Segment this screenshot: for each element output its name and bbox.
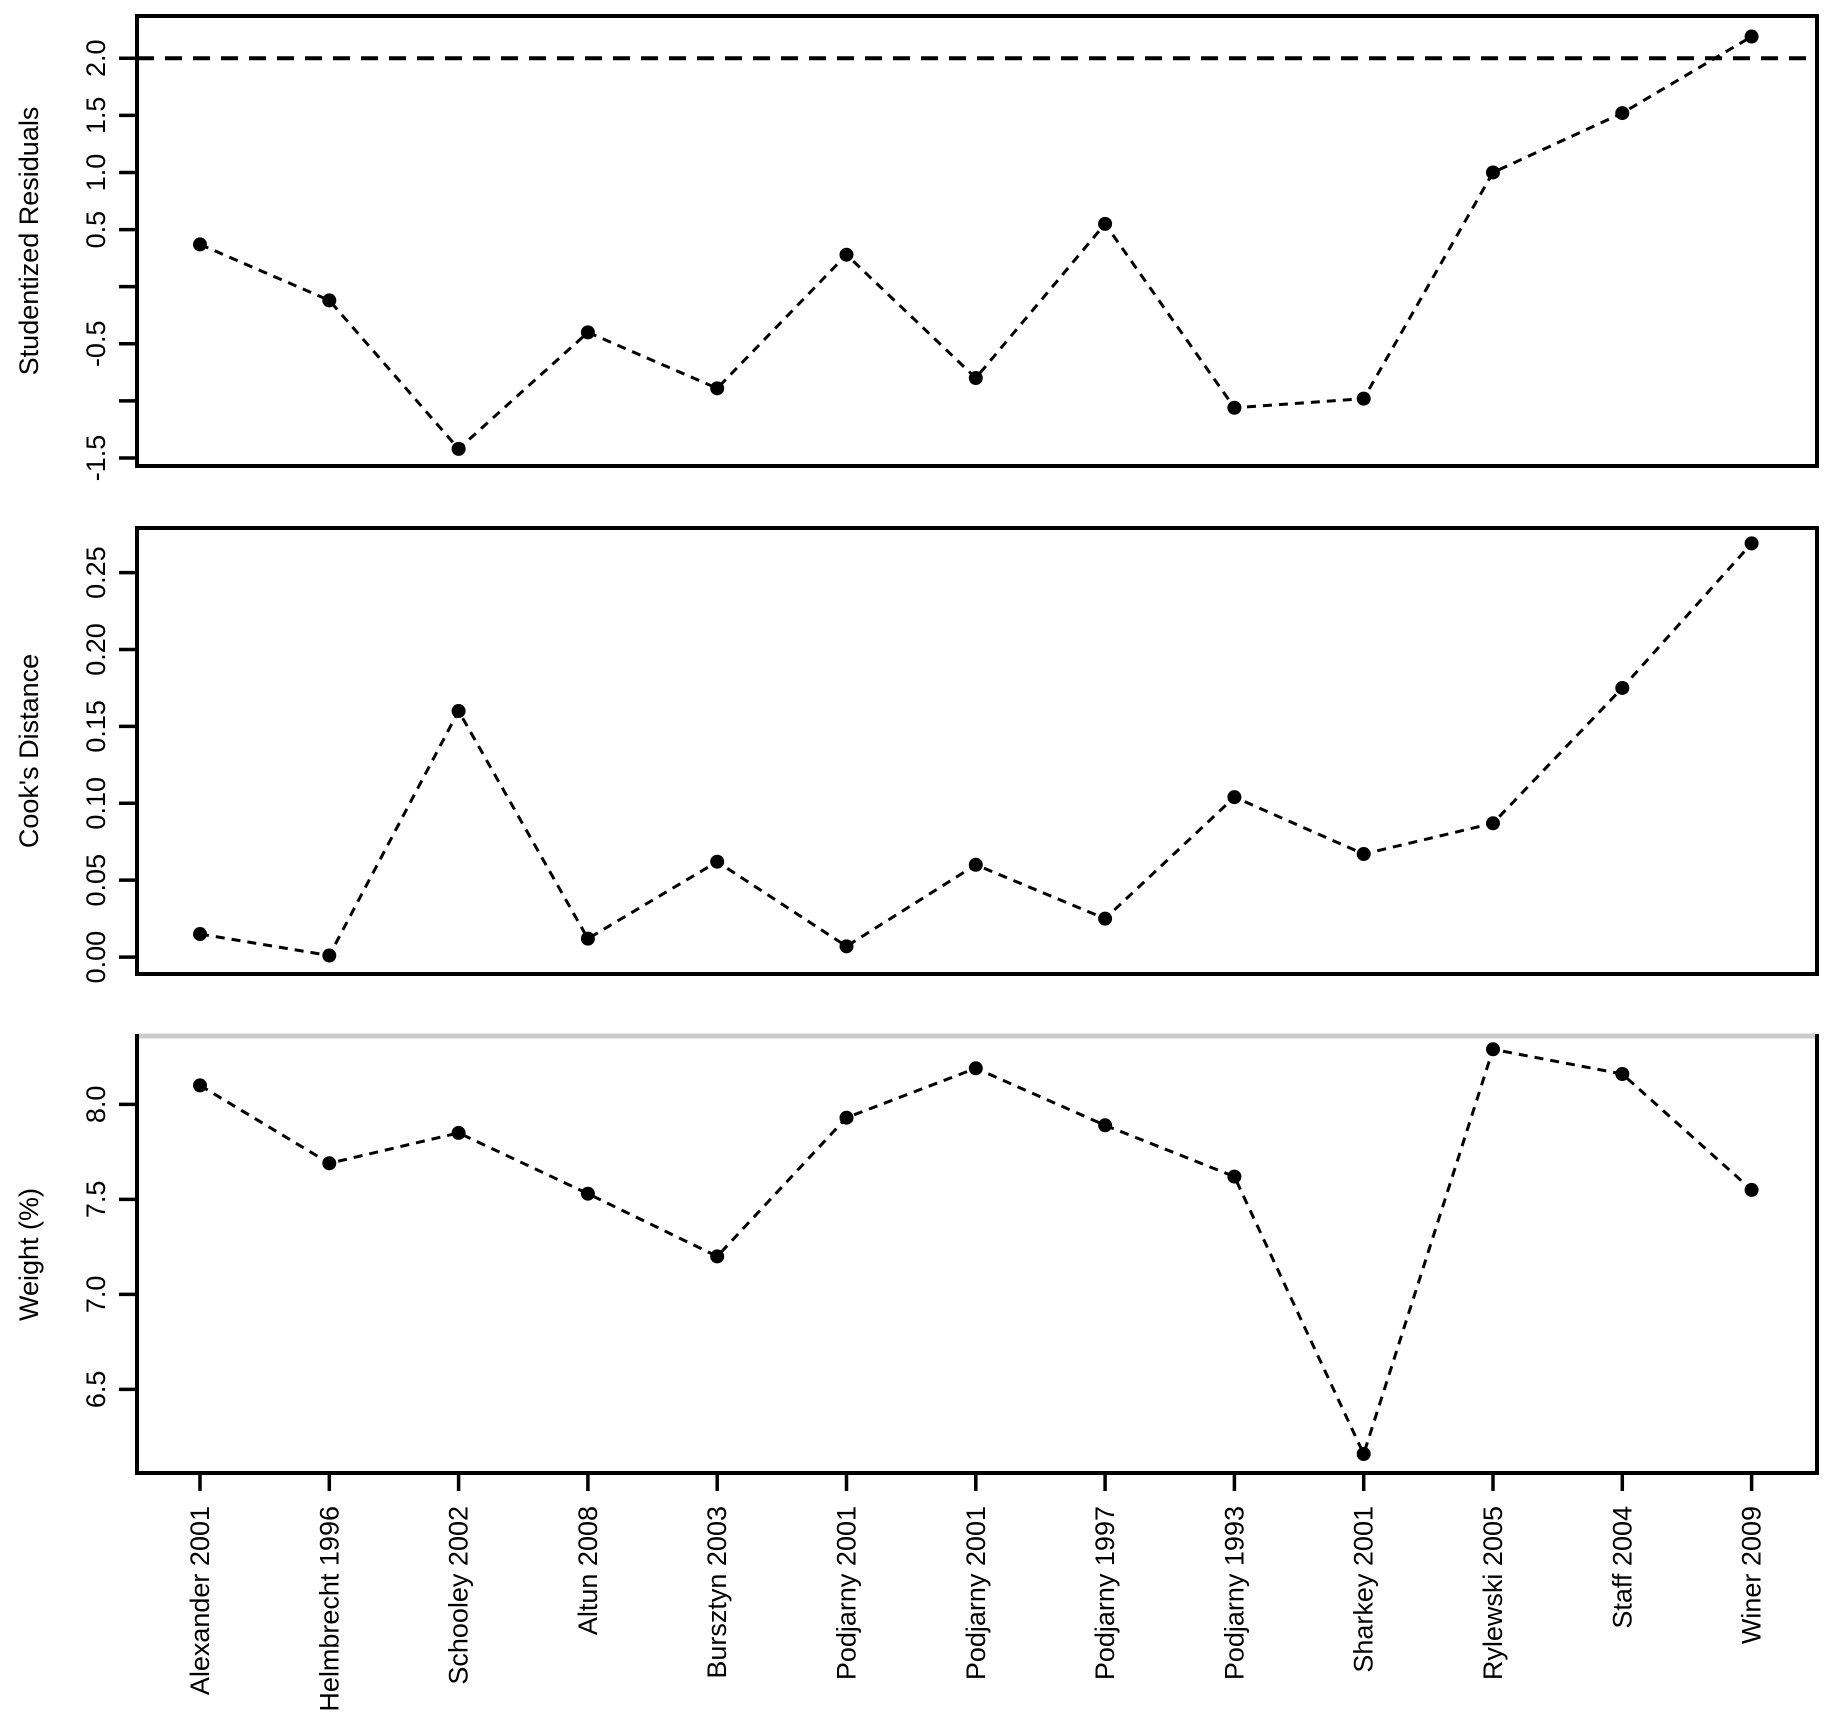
data-point xyxy=(580,931,595,946)
y-tick-label: 0.10 xyxy=(81,777,111,830)
x-axis-label: Helmbrecht 1996 xyxy=(314,1506,344,1712)
data-point xyxy=(322,1156,337,1171)
x-axis-label: Sharkey 2001 xyxy=(1349,1506,1379,1673)
data-point xyxy=(839,1110,854,1125)
y-axis-title: Studentized Residuals xyxy=(14,107,44,376)
data-point xyxy=(580,325,595,340)
data-point xyxy=(322,948,337,963)
x-axis-label: Podjarny 2001 xyxy=(832,1506,862,1680)
y-tick-label: 8.0 xyxy=(81,1086,111,1124)
y-tick-label: -0.5 xyxy=(81,321,111,368)
data-point xyxy=(1615,680,1630,695)
y-axis-title: Cook's Distance xyxy=(14,654,44,848)
data-point xyxy=(968,1061,983,1076)
data-point xyxy=(1356,391,1371,406)
y-tick-label: 0.25 xyxy=(81,546,111,599)
y-axis-title: Weight (%) xyxy=(14,1188,44,1321)
panel-cooks-distance: 0.25 0.20 0.15 0.10 0.05 0.00 Cook's Distance xyxy=(14,526,1819,984)
series-line xyxy=(199,542,1753,958)
data-point xyxy=(1227,790,1242,805)
data-point xyxy=(1615,1067,1630,1081)
data-point xyxy=(1486,165,1500,180)
x-axis-label: Podjarny 2001 xyxy=(961,1506,991,1680)
data-point xyxy=(193,237,207,252)
data-point xyxy=(710,1249,725,1264)
panel-border xyxy=(135,1034,1819,1475)
data-point xyxy=(1744,536,1759,551)
y-tick-label: 7.5 xyxy=(81,1181,111,1219)
data-point xyxy=(580,1186,595,1201)
y-tick-label: 1.0 xyxy=(81,154,111,192)
data-point xyxy=(1356,847,1371,862)
data-point xyxy=(1615,106,1630,121)
data-point xyxy=(1098,216,1113,231)
x-axis-label: Rylewski 2005 xyxy=(1478,1506,1508,1680)
data-point xyxy=(1098,1118,1113,1133)
y-tick-label: 0.05 xyxy=(81,854,111,907)
y-tick-label: 6.5 xyxy=(81,1371,111,1409)
data-point xyxy=(1744,1182,1759,1197)
panel-border xyxy=(135,14,1819,468)
data-point xyxy=(839,247,854,262)
data-point xyxy=(1356,1447,1371,1461)
data-point xyxy=(1227,400,1242,415)
data-point xyxy=(1744,29,1759,44)
x-axis-label: Podjarny 1993 xyxy=(1219,1506,1249,1680)
data-point xyxy=(451,1125,466,1140)
data-point xyxy=(1486,816,1500,831)
x-axis-label: Altun 2008 xyxy=(573,1506,603,1635)
panel-studentized-residuals: 2.0 1.5 1.0 0.5 -0.5 -1.5 Studentized Residual… xyxy=(14,14,1819,482)
data-point xyxy=(451,704,466,719)
data-point xyxy=(451,441,466,456)
x-axis: Alexander 2001 Helmbrecht 1996 Schooley 20… xyxy=(185,1473,1767,1712)
panel-border xyxy=(135,526,1819,976)
x-axis-label: Staff 2004 xyxy=(1607,1506,1637,1629)
data-point xyxy=(710,854,725,869)
x-axis-label: Bursztyn 2003 xyxy=(702,1506,732,1679)
y-tick-label: 1.5 xyxy=(81,97,111,135)
data-point xyxy=(968,371,983,386)
x-axis-label: Winer 2009 xyxy=(1737,1506,1767,1644)
data-point xyxy=(1486,1042,1500,1057)
x-axis-label: Schooley 2002 xyxy=(444,1506,474,1685)
x-axis-label: Podjarny 1997 xyxy=(1090,1506,1120,1680)
y-tick-label: 7.0 xyxy=(81,1276,111,1314)
x-axis-label: Alexander 2001 xyxy=(185,1506,215,1695)
y-tick-label: 0.5 xyxy=(81,211,111,249)
y-tick-label: 0.20 xyxy=(81,623,111,676)
series-line xyxy=(199,1047,1753,1459)
data-point xyxy=(1098,911,1113,926)
series-line xyxy=(199,35,1753,452)
data-point xyxy=(839,939,854,954)
data-point xyxy=(968,857,983,872)
data-point xyxy=(193,927,207,942)
y-tick-label: 0.00 xyxy=(81,931,111,984)
y-tick-label: 2.0 xyxy=(81,39,111,77)
panel-weight: 8.0 7.5 7.0 6.5 Weight (%) xyxy=(14,1033,1819,1475)
data-point xyxy=(710,381,725,396)
data-point xyxy=(322,293,337,308)
y-tick-label: -1.5 xyxy=(81,435,111,482)
data-point xyxy=(193,1078,207,1093)
y-tick-label: 0.15 xyxy=(81,700,111,753)
data-point xyxy=(1227,1169,1242,1184)
